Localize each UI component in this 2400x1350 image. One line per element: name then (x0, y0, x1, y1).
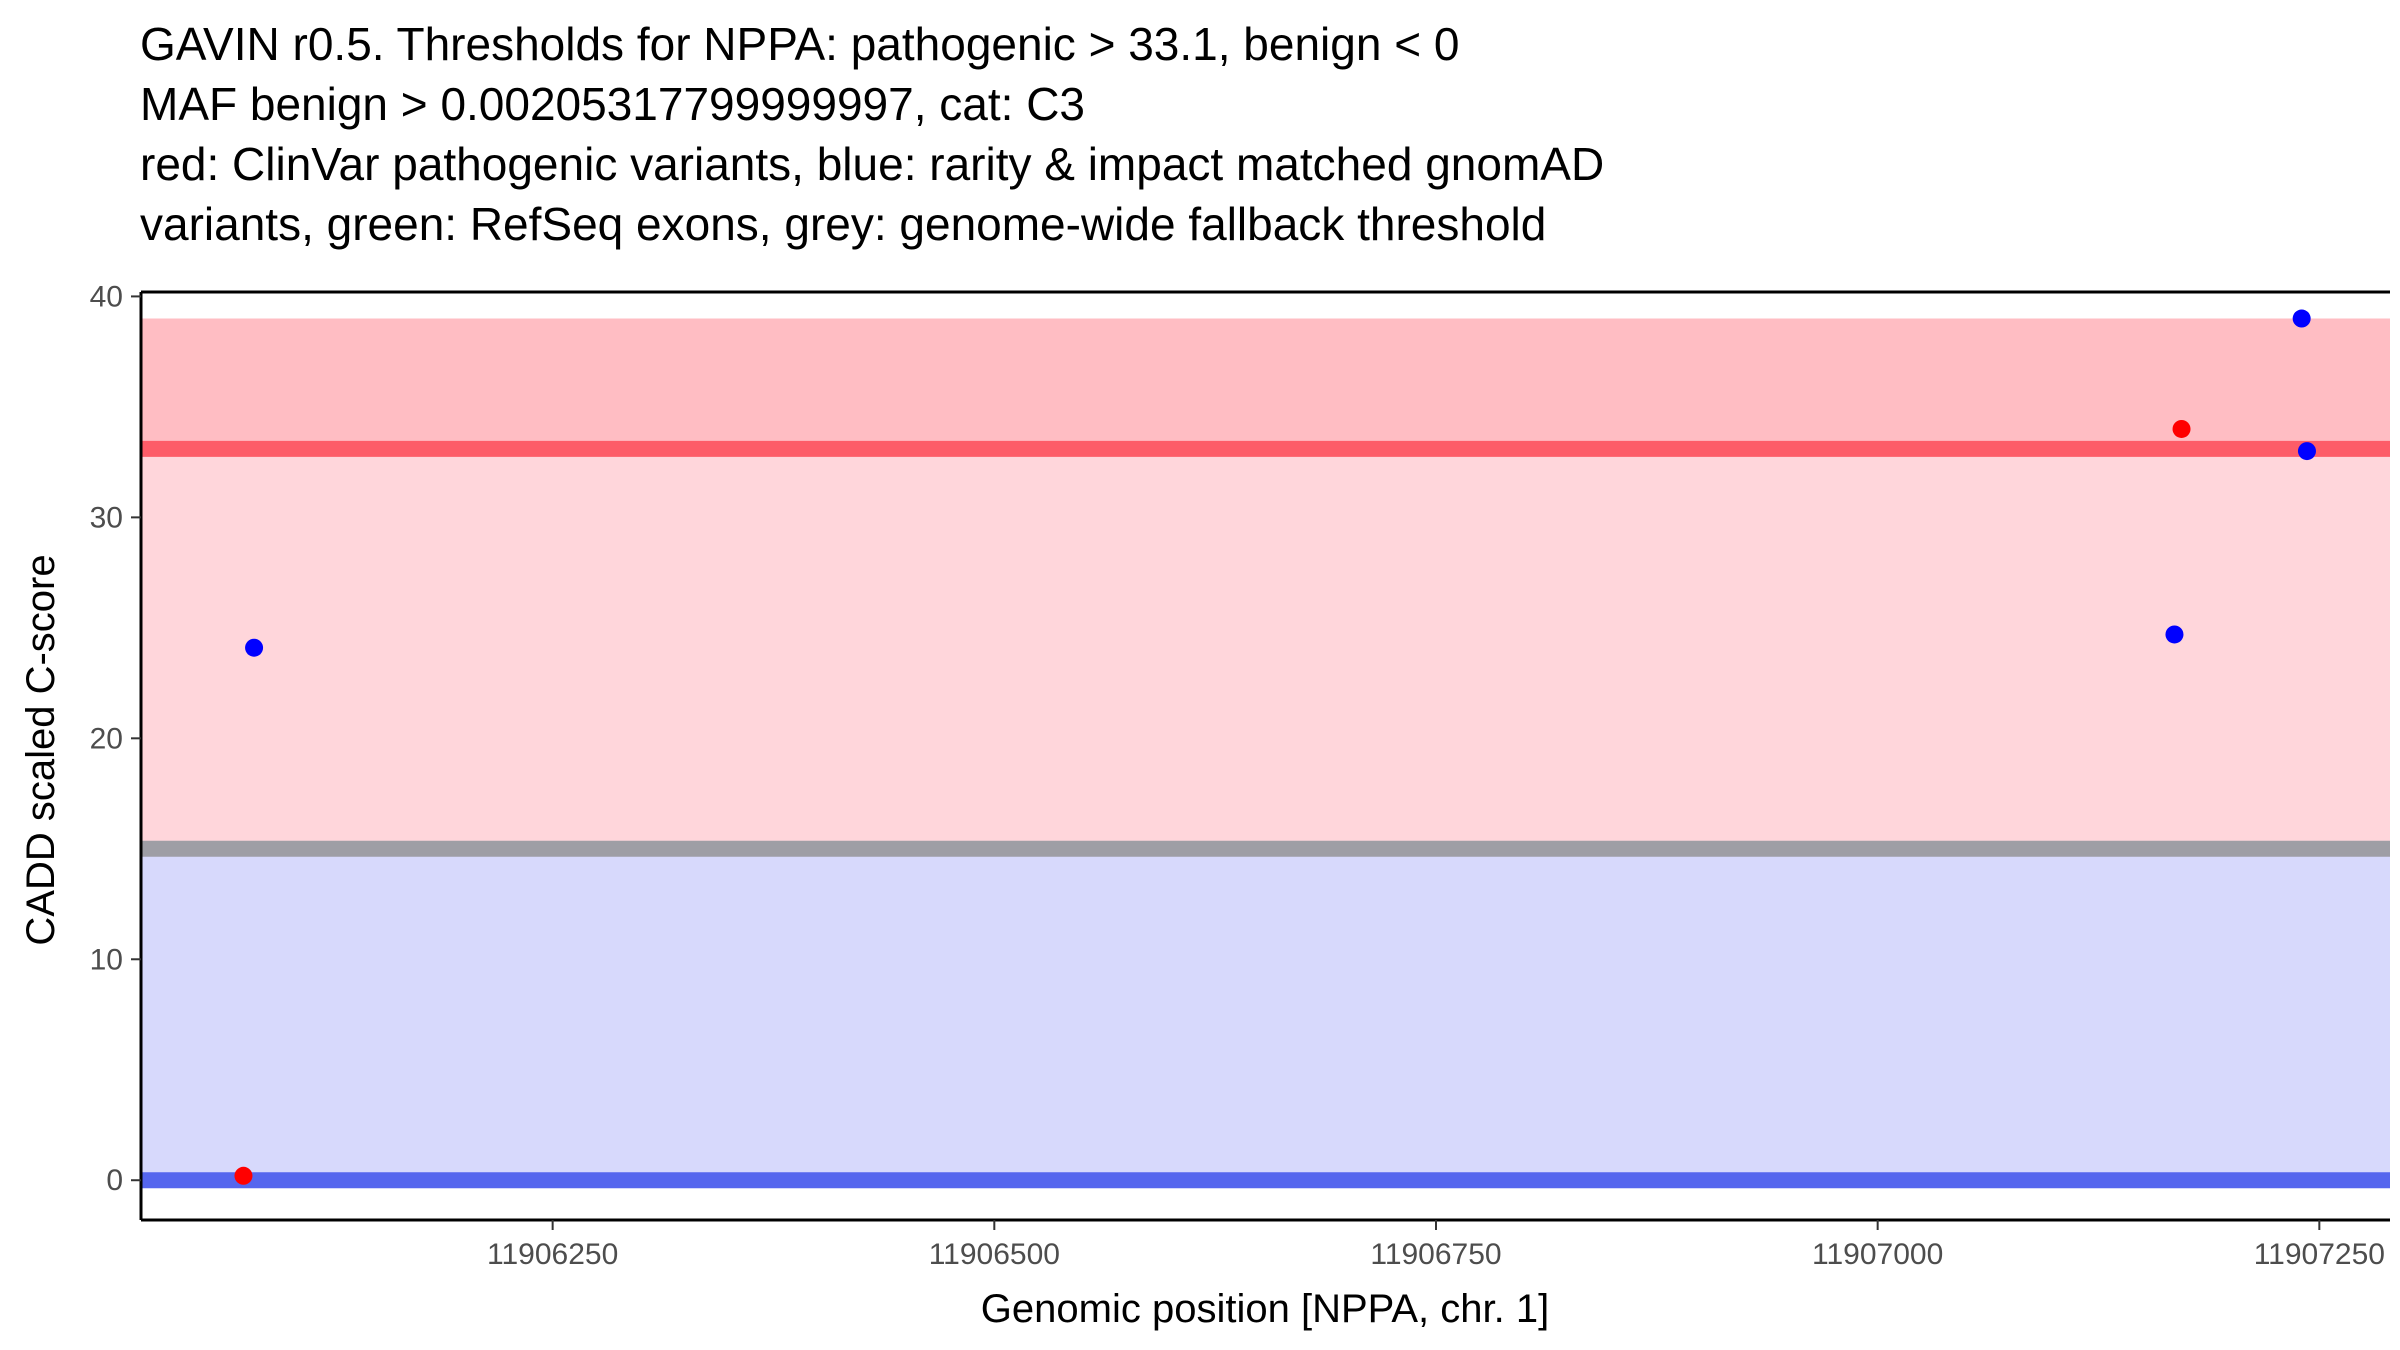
chart-title: GAVIN r0.5. Thresholds for NPPA: pathoge… (140, 14, 2380, 254)
axes (139, 290, 2390, 1222)
x-tick-label: 11906500 (929, 1238, 1060, 1271)
x-tick-label: 11906750 (1370, 1238, 1501, 1271)
x-axis-ticks: 11906250 11906500 11906750 11907000 11907250 (487, 1220, 2385, 1271)
y-tick-label: 20 (90, 722, 123, 755)
data-point (2165, 625, 2184, 644)
y-tick-label: 30 (90, 501, 123, 534)
y-tick-label: 10 (90, 943, 123, 976)
data-point (2172, 419, 2191, 438)
data-point (2292, 309, 2311, 328)
y-tick-label: 0 (106, 1164, 123, 1197)
title-line-2: MAF benign > 0.00205317799999997, cat: C… (140, 78, 1085, 130)
y-axis-ticks: 0 10 20 30 40 (90, 280, 141, 1197)
title-line-3: red: ClinVar pathogenic variants, blue: … (140, 138, 1605, 190)
x-tick-label: 11907250 (2254, 1238, 2385, 1271)
data-point (245, 638, 264, 657)
x-axis-label: Genomic position [NPPA, chr. 1] (981, 1287, 1549, 1331)
data-point (2297, 442, 2316, 461)
y-tick-label: 40 (90, 280, 123, 313)
threshold-lines (141, 440, 2390, 1189)
threshold-bands (141, 318, 2390, 1181)
x-tick-label: 11907000 (1812, 1238, 1943, 1271)
data-point (234, 1166, 253, 1185)
data-points (234, 309, 2316, 1185)
title-line-4: variants, green: RefSeq exons, grey: gen… (140, 198, 1547, 250)
high-score-region (141, 318, 2390, 449)
benign-region (141, 848, 2390, 1181)
x-tick-label: 11906250 (487, 1238, 618, 1271)
y-axis-label: CADD scaled C-score (19, 554, 63, 945)
title-line-1: GAVIN r0.5. Thresholds for NPPA: pathoge… (140, 18, 1460, 70)
